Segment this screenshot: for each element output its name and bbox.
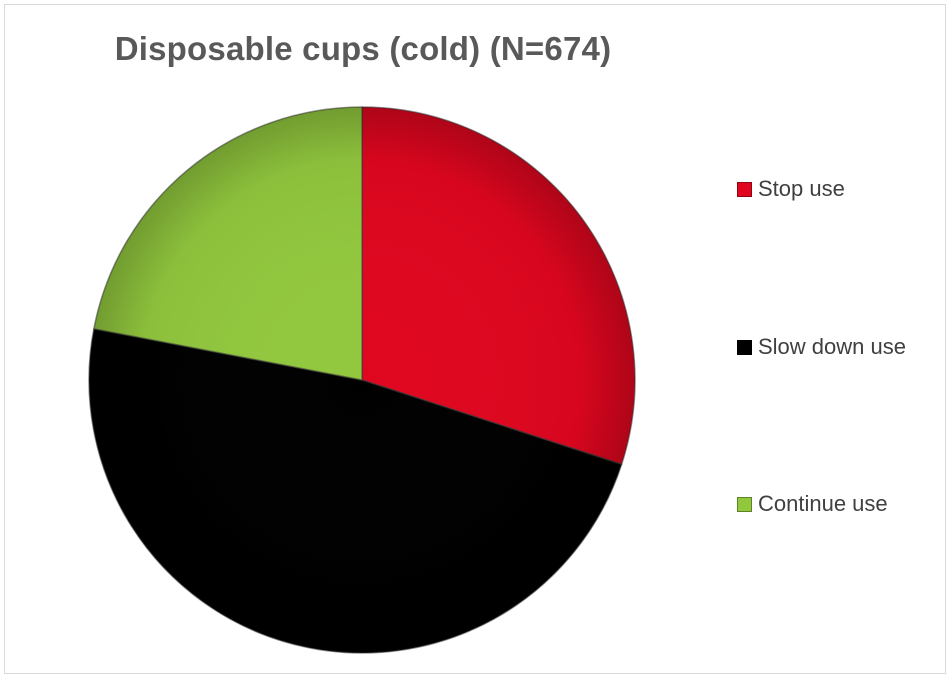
legend-item-slow-down-use: Slow down use — [737, 334, 906, 360]
legend-swatch-stop-use — [737, 181, 752, 197]
legend-label-stop-use: Stop use — [758, 176, 845, 201]
legend-swatch-slow-down-use — [737, 339, 752, 355]
pie-slices — [88, 106, 636, 654]
legend-swatch-continue-use — [737, 496, 752, 512]
legend-label-slow-down-use: Slow down use — [758, 334, 906, 359]
legend-item-continue-use: Continue use — [737, 491, 888, 517]
chart-title: Disposable cups (cold) (N=674) — [114, 30, 612, 67]
legend-item-stop-use: Stop use — [737, 176, 845, 202]
legend-label-continue-use: Continue use — [758, 491, 888, 516]
